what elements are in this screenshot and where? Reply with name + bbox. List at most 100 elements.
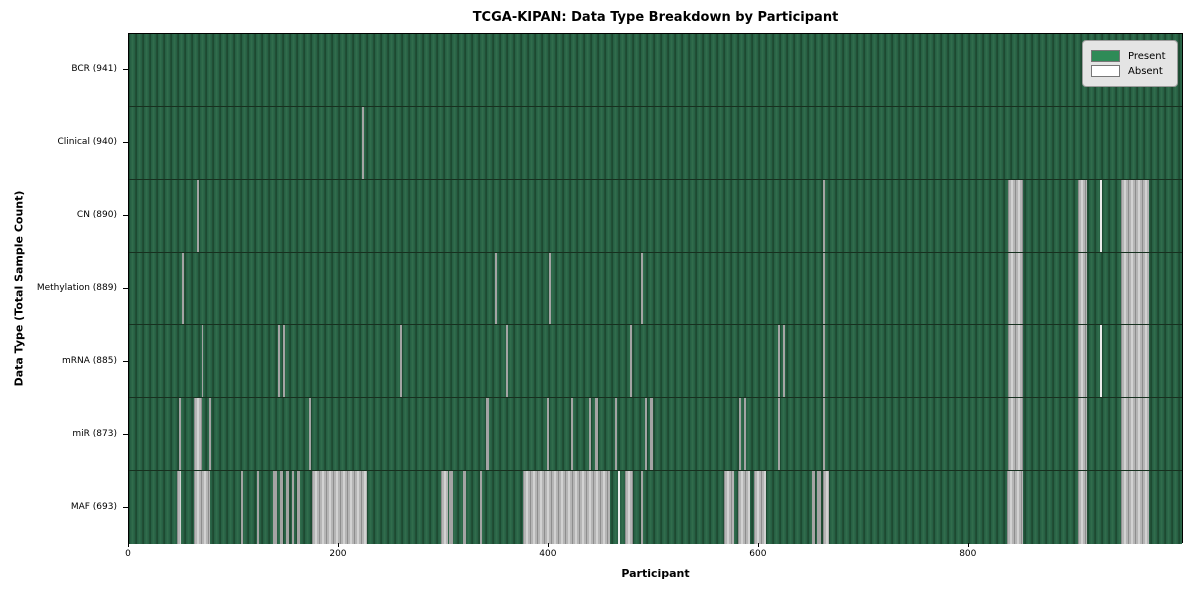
absent-stripe — [311, 471, 367, 544]
absent-stripe — [361, 106, 364, 179]
present-swatch-icon — [1091, 50, 1120, 62]
absent-stripe — [1121, 179, 1150, 252]
absent-stripe — [737, 471, 750, 544]
absent-stripe — [1121, 325, 1150, 398]
absent-stripe — [523, 471, 611, 544]
heatmap-row-mrna — [129, 325, 1182, 399]
x-tick-label-600: 600 — [749, 549, 767, 559]
y-tick-mark — [123, 433, 128, 435]
absent-stripe — [1008, 325, 1024, 398]
x-tick-mark — [547, 543, 549, 547]
absent-stripe — [738, 398, 741, 471]
y-tick-label-clinical: Clinical (940) — [57, 137, 117, 148]
absent-stripe — [240, 471, 243, 544]
absent-stripe — [777, 398, 780, 471]
absent-stripe — [279, 471, 283, 544]
absent-stripe — [1078, 252, 1088, 325]
absent-stripe — [201, 325, 204, 398]
y-tick-mark — [123, 69, 128, 71]
absent-stripe — [1078, 325, 1088, 398]
absent-stripe — [782, 325, 785, 398]
absent-stripe — [1078, 179, 1088, 252]
absent-stripe — [753, 471, 766, 544]
y-tick-mark — [123, 288, 128, 289]
y-tick-label-methylation: Methylation (889) — [36, 283, 117, 293]
absent-stripe — [193, 471, 210, 544]
absent-stripe — [282, 325, 285, 398]
chart-title: TCGA-KIPAN: Data Type Breakdown by Parti… — [472, 10, 839, 25]
heatmap-row-methylation — [129, 252, 1182, 326]
absent-stripe — [178, 398, 181, 471]
y-tick-mark — [123, 215, 128, 217]
x-tick-mark — [337, 543, 339, 547]
absent-stripe — [176, 471, 181, 544]
absent-stripe — [1008, 179, 1024, 252]
heatmap-row-clinical — [129, 106, 1182, 180]
y-tick-label-bcr: BCR (941) — [71, 64, 117, 75]
absent-stripe — [256, 471, 259, 544]
absent-stripe — [811, 471, 815, 544]
absent-stripe — [1008, 252, 1024, 325]
absent-swatch-icon — [1091, 65, 1120, 77]
absent-stripe — [822, 252, 825, 325]
absent-stripe — [1007, 471, 1024, 544]
absent-stripe — [644, 398, 648, 471]
x-tick-label-200: 200 — [329, 549, 347, 559]
heatmap-plot-area — [128, 33, 1183, 544]
y-tick-mark — [123, 142, 128, 144]
legend-item-absent: Absent — [1091, 65, 1169, 77]
y-tick-mark — [123, 360, 128, 362]
absent-stripe — [1078, 398, 1088, 471]
absent-stripe — [816, 471, 821, 544]
absent-stripe — [1100, 179, 1102, 252]
absent-stripe — [495, 252, 498, 325]
absent-stripe — [615, 398, 618, 471]
absent-stripe — [463, 471, 467, 544]
absent-stripe — [272, 471, 277, 544]
absent-stripe — [441, 471, 449, 544]
heatmap-row-maf — [129, 471, 1182, 544]
absent-stripe — [196, 179, 200, 252]
legend-box: Present Absent — [1082, 40, 1178, 87]
absent-stripe — [1121, 471, 1150, 544]
absent-stripe — [277, 325, 281, 398]
absent-stripe — [480, 471, 483, 544]
absent-stripe — [208, 398, 211, 471]
absent-stripe — [777, 325, 781, 398]
legend-label-absent: Absent — [1128, 65, 1163, 77]
y-tick-label-maf: MAF (693) — [70, 501, 117, 512]
absent-stripe — [822, 179, 825, 252]
absent-stripe — [291, 471, 294, 544]
y-tick-label-cn: CN (890) — [76, 210, 117, 221]
x-tick-mark — [757, 543, 759, 547]
absent-stripe — [589, 398, 592, 471]
absent-stripe — [486, 398, 489, 471]
legend-item-present: Present — [1091, 50, 1169, 62]
absent-stripe — [193, 398, 202, 471]
absent-stripe — [400, 325, 403, 398]
absent-stripe — [595, 398, 599, 471]
absent-stripe — [822, 398, 825, 471]
heatmap-row-bcr — [129, 34, 1182, 107]
absent-stripe — [571, 398, 574, 471]
absent-stripe — [630, 325, 632, 398]
x-tick-label-400: 400 — [539, 549, 557, 559]
absent-stripe — [641, 471, 644, 544]
absent-stripe — [822, 471, 829, 544]
absent-stripe — [1078, 471, 1088, 544]
y-tick-mark — [123, 506, 128, 508]
y-tick-label-mrna: mRNA (885) — [62, 355, 117, 366]
x-tick-mark — [128, 543, 129, 547]
absent-stripe — [1121, 398, 1150, 471]
absent-stripe — [723, 471, 734, 544]
heatmap-row-mir — [129, 398, 1182, 472]
absent-stripe — [743, 398, 746, 471]
x-tick-label-800: 800 — [959, 549, 977, 559]
absent-stripe — [650, 398, 653, 471]
absent-stripe — [181, 252, 184, 325]
absent-stripe — [549, 252, 552, 325]
absent-stripe — [547, 398, 550, 471]
absent-stripe — [308, 398, 311, 471]
x-tick-label-0: 0 — [125, 549, 131, 559]
